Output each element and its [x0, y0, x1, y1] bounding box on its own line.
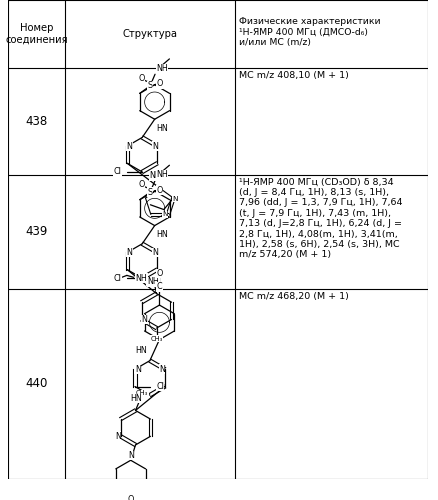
Text: ¹H-ЯМР 400 МГц (CD₃OD) δ 8,34
(d, J = 8,4 Гц, 1H), 8,13 (s, 1H),
7,96 (dd, J = 1: ¹H-ЯМР 400 МГц (CD₃OD) δ 8,34 (d, J = 8,… [238, 178, 402, 260]
Text: O: O [156, 80, 162, 88]
Text: N: N [127, 451, 133, 460]
Text: NH: NH [155, 64, 167, 73]
Text: HN: HN [156, 124, 167, 133]
Text: N: N [159, 365, 165, 374]
Text: C: C [156, 282, 162, 292]
Text: O: O [138, 180, 145, 189]
Text: NH: NH [155, 170, 167, 179]
Text: N: N [162, 212, 168, 218]
Text: HN: HN [156, 230, 167, 239]
Text: N: N [114, 432, 120, 441]
Text: O: O [156, 186, 162, 194]
Text: 440: 440 [25, 378, 47, 390]
Text: N: N [152, 142, 158, 150]
Text: N: N [126, 142, 132, 150]
Text: 438: 438 [25, 115, 47, 128]
Text: HN: HN [131, 394, 142, 403]
Text: CH₃: CH₃ [150, 336, 162, 342]
Text: МС m/z 408,10 (М + 1): МС m/z 408,10 (М + 1) [238, 72, 348, 80]
Text: CH₃: CH₃ [136, 390, 148, 396]
Text: Структура: Структура [122, 29, 177, 39]
Text: N: N [134, 365, 141, 374]
Text: N: N [126, 248, 132, 257]
Text: NH: NH [149, 171, 160, 180]
Text: HN: HN [135, 346, 147, 354]
Text: N: N [172, 196, 178, 202]
Text: N: N [141, 315, 147, 324]
Text: Cl: Cl [113, 168, 121, 176]
Text: МС m/z 468,20 (М + 1): МС m/z 468,20 (М + 1) [238, 292, 348, 300]
Text: O: O [127, 495, 134, 500]
Text: Номер
соединения: Номер соединения [5, 24, 67, 45]
Text: NH: NH [147, 277, 159, 286]
Text: Cl: Cl [155, 382, 163, 391]
Text: Cl: Cl [113, 274, 121, 283]
Text: S: S [147, 81, 152, 90]
Text: 439: 439 [25, 226, 47, 238]
Text: NH: NH [135, 274, 147, 283]
Text: Физические характеристики
¹H-ЯМР 400 МГц (ДМСО-d₆)
и/или МС (m/z): Физические характеристики ¹H-ЯМР 400 МГц… [238, 18, 380, 47]
Text: O: O [138, 74, 145, 82]
Text: O: O [156, 269, 162, 278]
Text: S: S [147, 188, 152, 196]
Text: CH₃: CH₃ [146, 280, 159, 286]
Text: N: N [152, 248, 158, 257]
